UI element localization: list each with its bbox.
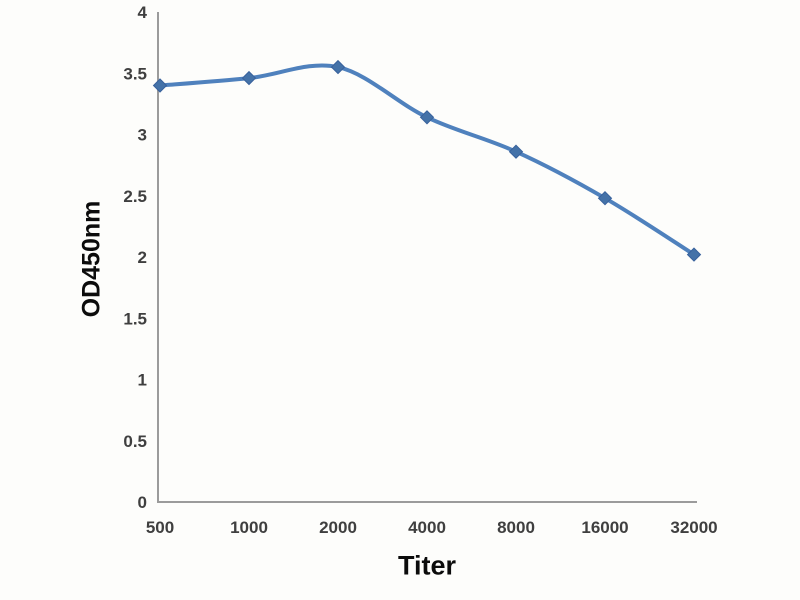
data-point-marker <box>686 247 702 262</box>
x-tick-label: 4000 <box>408 518 446 537</box>
y-tick-label: 0 <box>138 493 147 512</box>
data-point-marker <box>241 70 257 86</box>
y-tick-label: 2.5 <box>123 187 147 206</box>
y-tick-label: 1.5 <box>123 309 147 328</box>
x-axis-title: Titer <box>397 550 457 581</box>
y-tick-label: 3.5 <box>123 64 147 83</box>
data-point-marker <box>419 110 435 125</box>
series-line <box>158 63 696 257</box>
data-point-marker <box>152 78 168 93</box>
y-axis-title: OD450nm <box>77 200 106 318</box>
x-tick-label: 8000 <box>497 518 535 537</box>
data-point-marker <box>597 190 613 206</box>
y-tick-label: 4 <box>138 3 148 22</box>
y-tick-label: 3 <box>138 126 147 145</box>
y-tick-label: 2 <box>138 248 147 267</box>
x-tick-label: 16000 <box>581 518 628 537</box>
x-tick-label: 32000 <box>670 518 717 537</box>
data-point-marker <box>508 144 524 159</box>
x-tick-label: 500 <box>146 518 174 537</box>
x-tick-label: 1000 <box>230 518 268 537</box>
data-point-marker <box>330 59 346 75</box>
x-tick-label: 2000 <box>319 518 357 537</box>
y-tick-label: 0.5 <box>123 432 147 451</box>
y-tick-label: 1 <box>138 371 147 390</box>
